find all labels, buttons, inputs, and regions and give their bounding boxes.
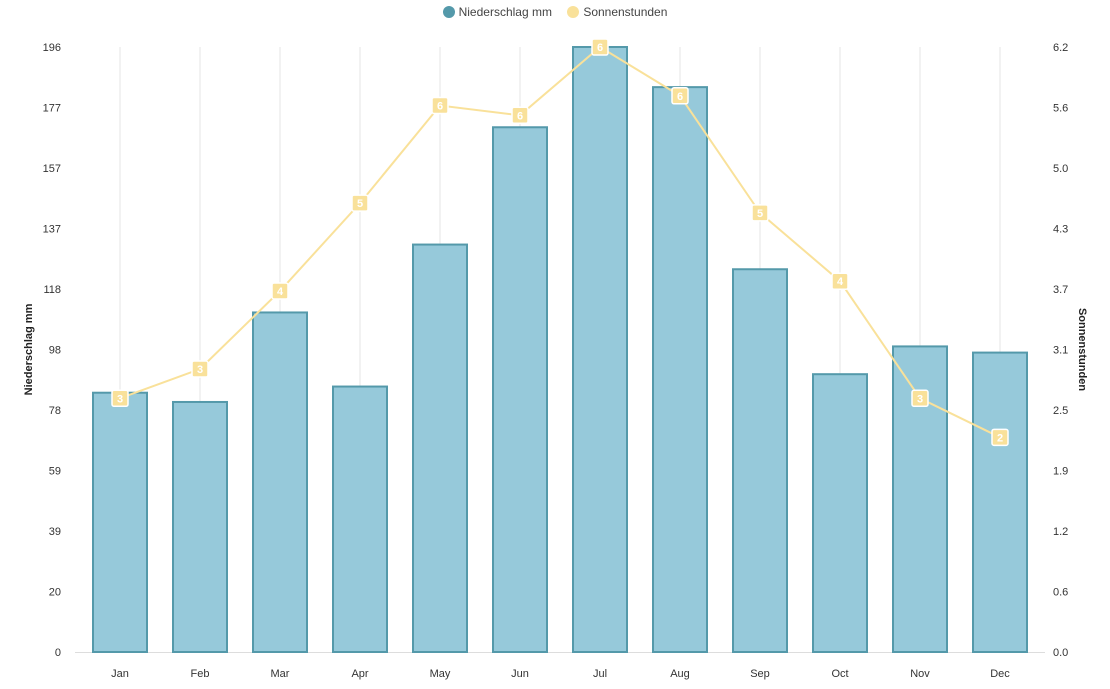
y-left-tick-label: 39 — [49, 526, 61, 538]
bar-aug — [652, 86, 708, 653]
y-left-tick-label: 78 — [49, 405, 61, 417]
y-left-axis-title: Niederschlag mm — [23, 303, 35, 395]
x-tick-label: Jul — [593, 668, 607, 680]
legend-label-niederschlag: Niederschlag mm — [458, 5, 552, 19]
y-right-tick-label: 5.6 — [1053, 103, 1068, 115]
bar-jan — [92, 391, 148, 653]
sonnenstunden-data-label: 5 — [357, 198, 363, 210]
sonnenstunden-data-label: 2 — [997, 432, 1003, 444]
legend-item-niederschlag[interactable]: Niederschlag mm — [442, 5, 552, 19]
y-right-tick-label: 0.0 — [1053, 647, 1068, 659]
bar-dec — [972, 351, 1028, 653]
x-tick-label: Nov — [910, 668, 930, 680]
y-left-tick-label: 20 — [49, 587, 61, 599]
sonnenstunden-point — [351, 194, 369, 212]
y-right-tick-label: 3.7 — [1053, 284, 1068, 296]
sonnenstunden-point — [111, 389, 129, 408]
sonnenstunden-point — [751, 204, 769, 222]
sonnenstunden-data-label: 6 — [517, 110, 523, 122]
y-right-tick-label: 4.3 — [1053, 224, 1068, 236]
sonnenstunden-data-label: 6 — [437, 101, 443, 113]
y-left-tick-label: 98 — [49, 345, 61, 357]
y-left-tick-label: 118 — [43, 284, 61, 296]
bar-oct — [812, 373, 868, 653]
bar-jul — [572, 46, 628, 653]
x-tick-label: Apr — [351, 668, 368, 680]
sonnenstunden-data-label: 6 — [677, 91, 683, 103]
sonnenstunden-point — [831, 272, 849, 290]
y-left-tick-label: 177 — [43, 103, 61, 115]
legend: Niederschlag mm Sonnenstunden — [0, 5, 1110, 21]
sonnenstunden-data-label: 5 — [757, 208, 763, 220]
x-tick-label: Jan — [111, 668, 129, 680]
sonnenstunden-data-label: 3 — [197, 364, 203, 376]
bar-sep — [732, 268, 788, 653]
bar-may — [412, 243, 468, 653]
sonnenstunden-point — [591, 38, 609, 56]
legend-item-sonnenstunden[interactable]: Sonnenstunden — [567, 5, 667, 19]
y-right-axis-title: Sonnenstunden — [1076, 308, 1088, 391]
y-left-tick-label: 157 — [43, 163, 61, 175]
y-left-tick-label: 137 — [43, 224, 61, 236]
legend-swatch-sonnenstunden — [567, 6, 580, 18]
sonnenstunden-data-label: 3 — [117, 393, 123, 405]
x-tick-label: Jun — [511, 668, 529, 680]
bar-mar — [252, 311, 308, 653]
sonnenstunden-data-label: 3 — [917, 393, 923, 405]
x-tick-label: Feb — [191, 668, 210, 680]
sonnenstunden-point — [191, 360, 209, 378]
x-tick-label: Oct — [831, 668, 848, 680]
x-tick-label: Sep — [750, 668, 770, 680]
y-right-tick-label: 1.9 — [1053, 466, 1068, 478]
y-right-tick-label: 5.0 — [1053, 163, 1068, 175]
y-right-tick-label: 3.1 — [1053, 345, 1068, 357]
x-tick-label: May — [430, 668, 451, 680]
legend-swatch-niederschlag — [442, 6, 455, 18]
sonnenstunden-point — [671, 87, 689, 105]
sonnenstunden-data-label: 6 — [597, 42, 603, 54]
bar-jun — [492, 126, 548, 653]
sonnenstunden-line — [119, 45, 1001, 439]
bar-apr — [332, 385, 388, 653]
sonnenstunden-data-label: 4 — [837, 276, 844, 288]
sonnenstunden-point — [431, 96, 449, 115]
y-right-tick-label: 6.2 — [1053, 42, 1068, 54]
x-tick-label: Mar — [271, 668, 290, 680]
y-right-tick-label: 1.2 — [1053, 526, 1068, 538]
sonnenstunden-point — [911, 389, 929, 408]
bar-feb — [172, 400, 228, 653]
y-left-tick-label: 0 — [55, 647, 61, 659]
legend-label-sonnenstunden: Sonnenstunden — [583, 5, 668, 19]
sonnenstunden-point — [271, 282, 289, 300]
sonnenstunden-point — [511, 106, 529, 125]
y-left-tick-label: 196 — [43, 42, 61, 54]
y-right-tick-label: 2.5 — [1053, 405, 1068, 417]
x-tick-label: Dec — [990, 668, 1010, 680]
x-tick-label: Aug — [670, 668, 690, 680]
y-right-tick-label: 0.6 — [1053, 587, 1068, 599]
sonnenstunden-data-label: 4 — [277, 286, 284, 298]
sonnenstunden-point — [991, 428, 1009, 447]
y-left-tick-label: 59 — [49, 466, 61, 478]
